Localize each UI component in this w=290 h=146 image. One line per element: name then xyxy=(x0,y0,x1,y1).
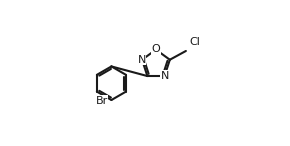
Text: O: O xyxy=(152,44,160,54)
Text: Cl: Cl xyxy=(190,37,200,47)
Text: Br: Br xyxy=(95,96,108,106)
Text: N: N xyxy=(161,71,169,81)
Text: N: N xyxy=(137,55,146,65)
